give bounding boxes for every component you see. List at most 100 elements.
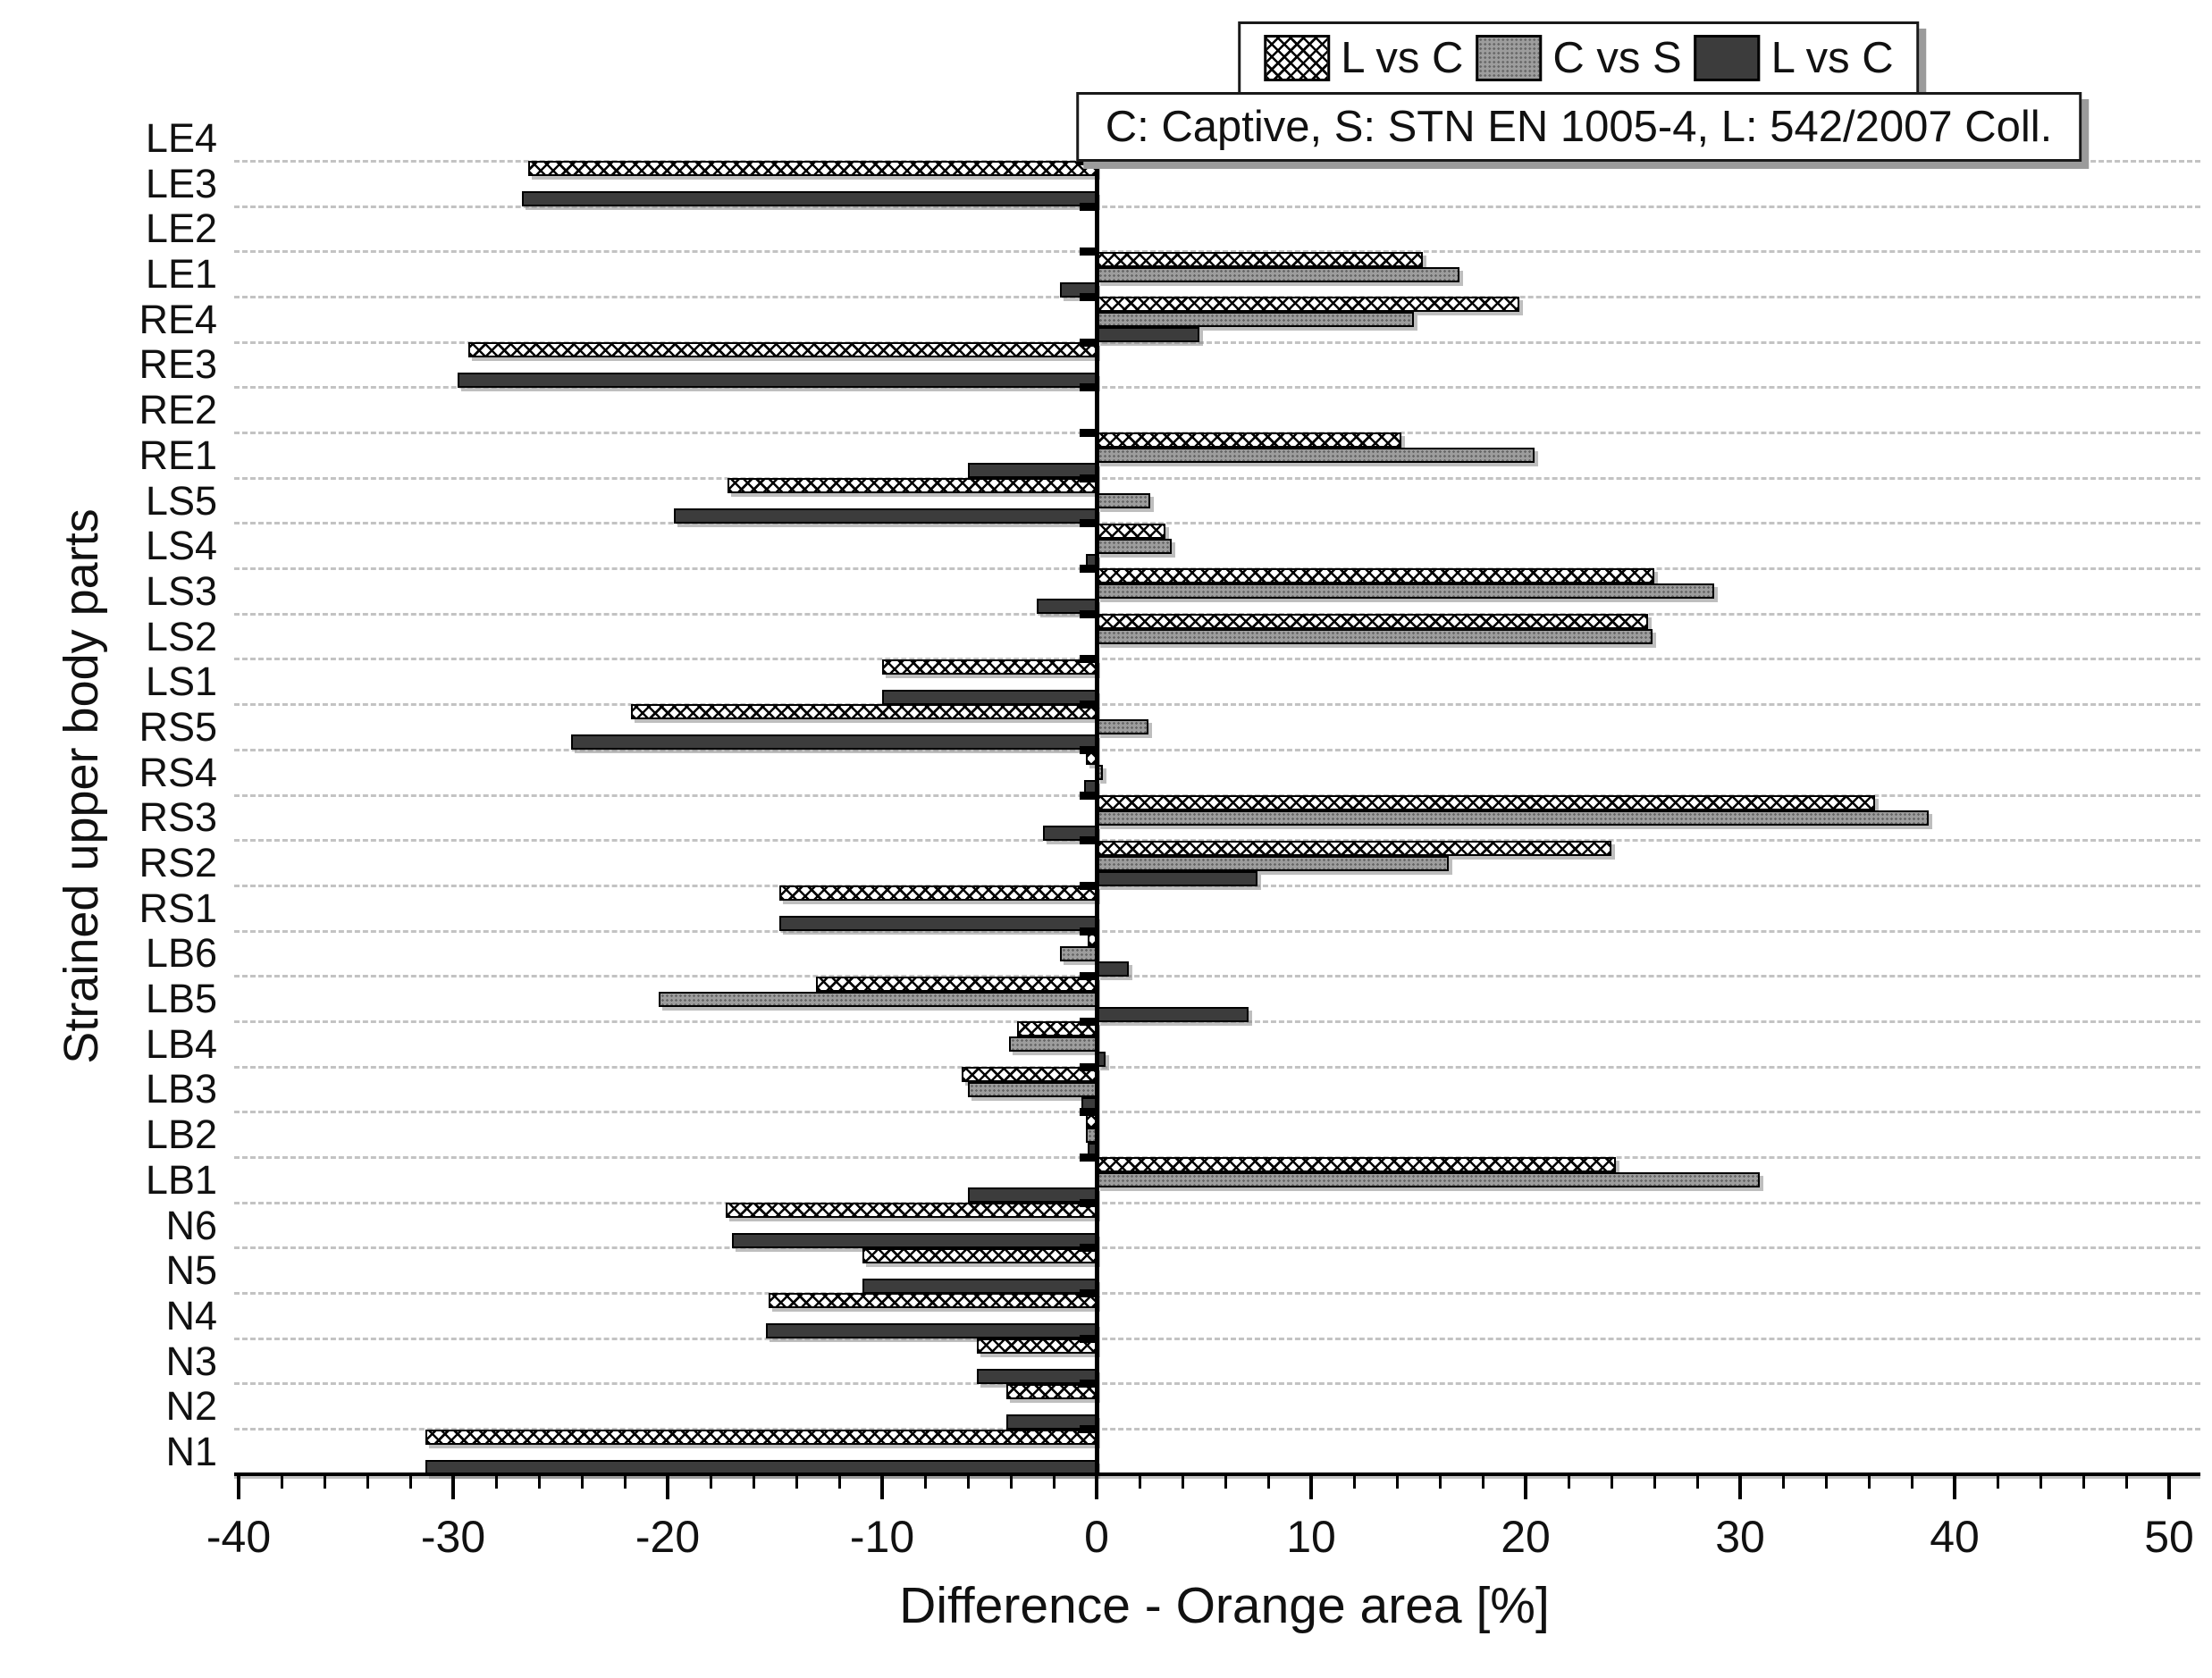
x-axis-major-tick [237,1476,240,1499]
x-axis-tick-label: 0 [1084,1512,1109,1562]
x-axis-tick-label: 20 [1501,1512,1551,1562]
zero-axis-tick [1080,655,1095,664]
zero-axis-tick [1080,565,1095,574]
bar-LB4-crosshatch [1017,1021,1097,1037]
x-axis-minor-tick [323,1476,326,1489]
zero-axis-tick [1080,292,1095,301]
category-label: RS3 [139,794,217,841]
bar-RE1-dark-solid [968,463,1097,479]
bar-N3-crosshatch [976,1338,1097,1355]
bar-LE3-dark-solid [521,191,1097,207]
bar-LS1-dark-solid [882,689,1097,705]
zero-axis-tick [1080,881,1095,890]
bar-RE1-crosshatch [1097,432,1401,449]
bar-LE1-gray-dots [1097,266,1459,282]
bar-N5-crosshatch [862,1247,1097,1263]
zero-axis-tick [1080,836,1095,845]
category-label: N2 [165,1383,217,1430]
legend-item-l-vs-c-dark: L vs C [1694,31,1894,85]
legend-label: C vs S [1552,34,1682,82]
x-axis-minor-tick [1910,1476,1913,1489]
x-axis-minor-tick [537,1476,541,1489]
bar-LB3-crosshatch [961,1066,1097,1082]
zero-axis-tick [1080,474,1095,482]
x-axis-tick-label: 10 [1286,1512,1336,1562]
x-axis-major-tick [880,1476,884,1499]
bar-RE4-dark-solid [1097,327,1200,343]
category-label: LS5 [145,477,217,524]
category-label: N4 [165,1292,217,1338]
x-axis-minor-tick [752,1476,755,1489]
x-axis-minor-tick [1009,1476,1013,1489]
bar-LS5-dark-solid [674,508,1097,524]
legend: L vs C C vs S L vs C C: Captive, S: STN … [1075,21,2082,162]
x-axis-minor-tick [1224,1476,1227,1489]
bar-RS3-crosshatch [1097,794,1876,810]
x-axis-major-tick [1738,1476,1742,1499]
x-axis-minor-tick [1695,1476,1699,1489]
category-label: RS4 [139,749,217,795]
x-axis-minor-tick [709,1476,712,1489]
category-label: N6 [165,1202,217,1248]
category-label: LE1 [145,251,217,298]
bar-RE3-dark-solid [457,372,1097,388]
bar-LE3-crosshatch [528,161,1097,177]
bar-RS3-gray-dots [1097,810,1930,826]
bar-LB5-dark-solid [1097,1006,1249,1022]
bar-LS3-crosshatch [1097,568,1654,584]
zero-axis-tick [1080,701,1095,709]
x-axis-minor-tick [1138,1476,1141,1489]
grid-line [234,975,2200,978]
x-axis-minor-tick [580,1476,584,1489]
legend-note: C: Captive, S: STN EN 1005-4, L: 542/200… [1075,92,2082,162]
bar-N5-dark-solid [862,1278,1097,1294]
grid-line [234,1382,2200,1386]
zero-axis-tick [1080,1198,1095,1207]
x-axis-major-tick [451,1476,455,1499]
legend-item-c-vs-s: C vs S [1476,31,1682,85]
bar-LS4-gray-dots [1097,538,1172,554]
zero-axis-tick [1080,383,1095,392]
x-axis-minor-tick [1352,1476,1356,1489]
x-axis-minor-tick [366,1476,369,1489]
bar-LS1-crosshatch [882,659,1097,675]
bar-LS3-gray-dots [1097,583,1715,600]
x-axis-major-tick [1524,1476,1527,1499]
bar-LS5-crosshatch [728,478,1097,494]
category-label: LE2 [145,206,217,252]
x-axis-minor-tick [494,1476,498,1489]
bar-LB4-gray-dots [1008,1036,1097,1053]
x-axis-minor-tick [2082,1476,2085,1489]
category-label: N3 [165,1338,217,1384]
y-axis-title: Strained upper body parts [55,508,108,1064]
x-axis-minor-tick [1052,1476,1056,1489]
x-axis-minor-tick [408,1476,412,1489]
category-label: RE2 [139,387,217,433]
legend-label: L vs C [1770,34,1894,82]
bar-RS5-dark-solid [571,734,1097,751]
x-axis-minor-tick [1181,1476,1184,1489]
zero-axis-tick [1080,1017,1095,1026]
category-label: LB3 [145,1066,217,1112]
bar-RS2-gray-dots [1097,855,1449,871]
x-axis-major-tick [666,1476,669,1499]
grid-line [234,748,2200,751]
legend-label: L vs C [1341,34,1464,82]
zero-axis-tick [1080,338,1095,347]
x-axis-title: Difference - Orange area [%] [899,1577,1550,1634]
category-label: LS3 [145,567,217,614]
zero-axis-tick [1080,1334,1095,1343]
x-axis-tick-label: 40 [1930,1512,1980,1562]
zero-axis-tick [1080,609,1095,618]
x-axis-tick-label: 30 [1715,1512,1765,1562]
x-axis-tick-label: -10 [849,1512,915,1562]
grid-line [234,386,2200,390]
category-label: RE3 [139,341,217,388]
bar-LB1-dark-solid [968,1187,1097,1204]
category-label: LS4 [145,523,217,569]
grid-line [234,1292,2200,1296]
zero-axis-tick [1080,519,1095,528]
x-axis-major-tick [2167,1476,2171,1499]
x-axis-minor-tick [1438,1476,1442,1489]
